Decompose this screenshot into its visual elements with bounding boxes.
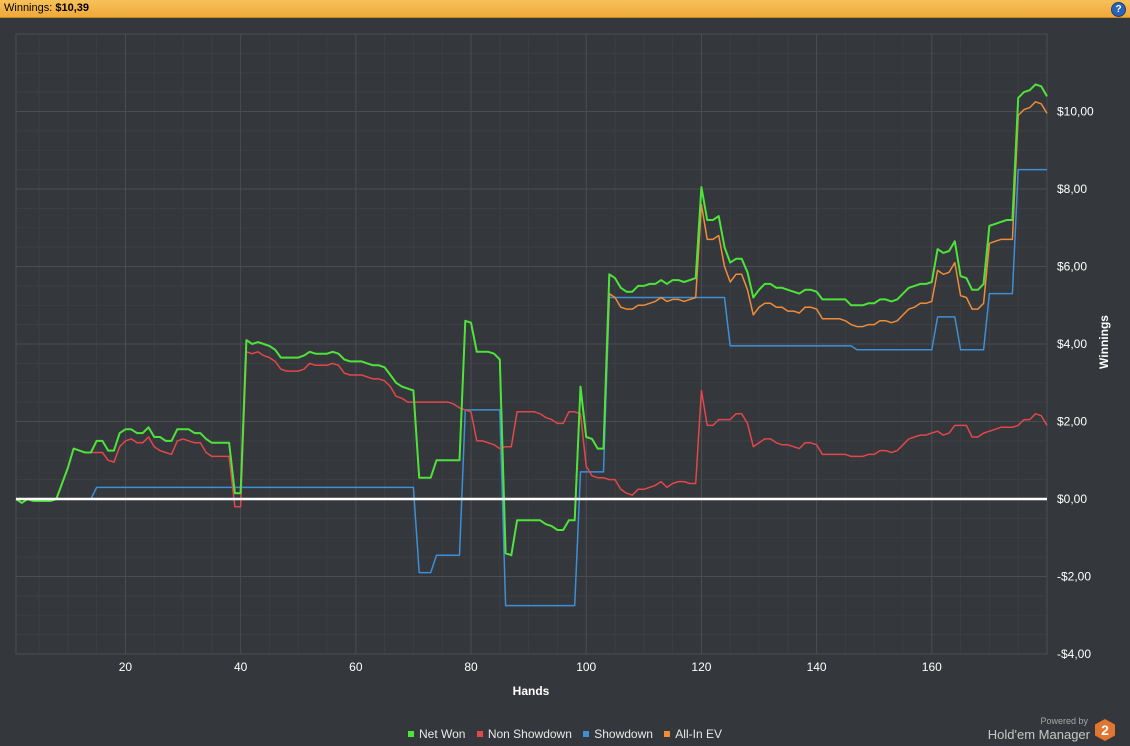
- plot-frame: [15, 33, 1048, 655]
- legend-label-non-showdown: Non Showdown: [487, 727, 572, 741]
- x-tick-label: 120: [691, 660, 711, 674]
- legend-label-showdown: Showdown: [594, 727, 653, 741]
- y-tick-label: -$2,00: [1057, 570, 1091, 584]
- holdem-manager-logo-icon: 2: [1095, 719, 1115, 741]
- legend-label-net-won: Net Won: [419, 727, 466, 741]
- x-tick-label: 60: [349, 660, 363, 674]
- winnings-summary: Winnings: $10,39: [4, 2, 89, 14]
- x-tick-label: 40: [234, 660, 248, 674]
- legend-label-all-in-ev: All-In EV: [675, 727, 722, 741]
- legend-item-all-in-ev[interactable]: All-In EV: [664, 727, 722, 741]
- y-tick-label: -$4,00: [1057, 647, 1091, 661]
- major-gridlines: [16, 34, 1047, 655]
- question-icon[interactable]: ?: [1111, 2, 1126, 17]
- legend-swatch-net-won: [408, 731, 415, 737]
- y-tick-label: $10,00: [1057, 105, 1094, 119]
- brand-name: Hold'em Manager: [987, 727, 1090, 742]
- legend-swatch-showdown: [583, 731, 590, 737]
- x-tick-label: 80: [464, 660, 478, 674]
- powered-by-label: Powered by: [1040, 716, 1088, 726]
- series-layer: [15, 83, 1048, 607]
- series-line-net-won: [15, 83, 1048, 557]
- x-tick-label: 20: [119, 660, 133, 674]
- y-tick-label: $6,00: [1057, 260, 1087, 274]
- legend-item-non-showdown[interactable]: Non Showdown: [476, 727, 572, 741]
- winnings-value: $10,39: [55, 2, 90, 14]
- y-tick-label: $4,00: [1057, 337, 1087, 351]
- legend-item-net-won[interactable]: Net Won: [408, 727, 465, 741]
- y-tick-label: $8,00: [1057, 182, 1087, 196]
- y-axis-label: Winnings: [1097, 315, 1111, 369]
- series-line-non-showdown: [15, 351, 1048, 508]
- winnings-label: Winnings:: [4, 2, 53, 14]
- x-axis-label: Hands: [513, 684, 550, 698]
- legend-item-showdown[interactable]: Showdown: [583, 727, 653, 741]
- logo-glyph: 2: [1101, 722, 1109, 738]
- y-tick-label: $0,00: [1057, 492, 1087, 506]
- winnings-chart: 20 40 60 80 100 120 140 160 -$4,00 -$2,00 $0,00 $2…: [15, 33, 1111, 698]
- x-tick-label: 100: [576, 660, 596, 674]
- x-axis-ticks: 20 40 60 80 100 120 140 160: [119, 660, 942, 674]
- x-tick-label: 160: [922, 660, 942, 674]
- y-axis-ticks: -$4,00 -$2,00 $0,00 $2,00 $4,00 $6,00 $8,00 $10…: [1057, 105, 1094, 662]
- y-tick-label: $2,00: [1057, 415, 1087, 429]
- chart-legend: Net Won Non Showdown Showdown All-In EV: [0, 726, 1130, 741]
- legend-swatch-non-showdown: [476, 731, 483, 737]
- x-tick-label: 140: [807, 660, 827, 674]
- series-line-showdown: [16, 168, 1047, 607]
- winnings-header-bar: Winnings: $10,39 ?: [0, 0, 1130, 18]
- legend-swatch-all-in-ev: [664, 731, 671, 737]
